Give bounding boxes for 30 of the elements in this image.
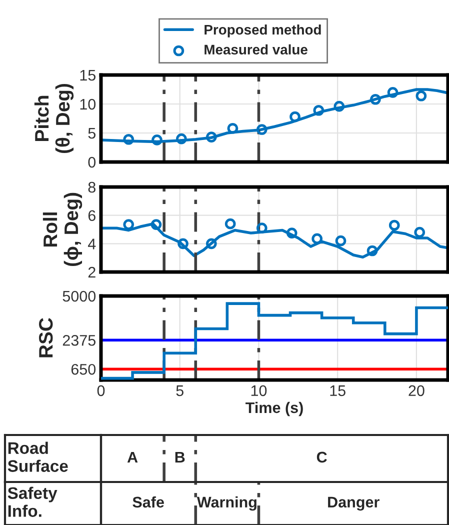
y-tick-label: 10 <box>80 98 96 110</box>
text: Safe <box>132 496 164 508</box>
y-axis-title: RSC <box>38 318 53 358</box>
x-tick-label: 20 <box>408 385 424 396</box>
y-tick-label: 15 <box>80 70 96 81</box>
y-tick-label: 5 <box>88 128 96 139</box>
text: B <box>175 452 185 462</box>
y-tick-label: 0 <box>88 156 96 168</box>
y-tick-label: 2 <box>88 266 96 278</box>
y-tick-label: 8 <box>88 182 96 193</box>
text: Safety Info. <box>8 486 58 517</box>
text: Danger <box>328 496 380 511</box>
y-axis-title: Pitch (θ, Deg) <box>34 84 74 154</box>
x-tick-label: 0 <box>97 385 105 396</box>
y-tick-label: 6 <box>88 210 96 222</box>
text: A <box>127 452 138 462</box>
x-tick-label: 5 <box>176 385 184 396</box>
text: Warning <box>196 496 256 511</box>
x-axis-title: Time (s) <box>246 402 303 416</box>
y-tick-label: 2375 <box>62 334 96 346</box>
x-tick-label: 10 <box>251 385 267 396</box>
y-tick-label: 5000 <box>62 290 96 302</box>
y-axis-title: Roll (ϕ, Deg) <box>42 192 82 266</box>
y-tick-label: 4 <box>88 238 96 250</box>
legend-label: Proposed method <box>204 24 321 38</box>
text: Road Surface <box>8 442 68 472</box>
y-tick-label: 650 <box>71 364 96 375</box>
legend-label: Measured value <box>204 44 308 55</box>
text: C <box>316 452 327 463</box>
x-tick-label: 15 <box>330 385 346 396</box>
